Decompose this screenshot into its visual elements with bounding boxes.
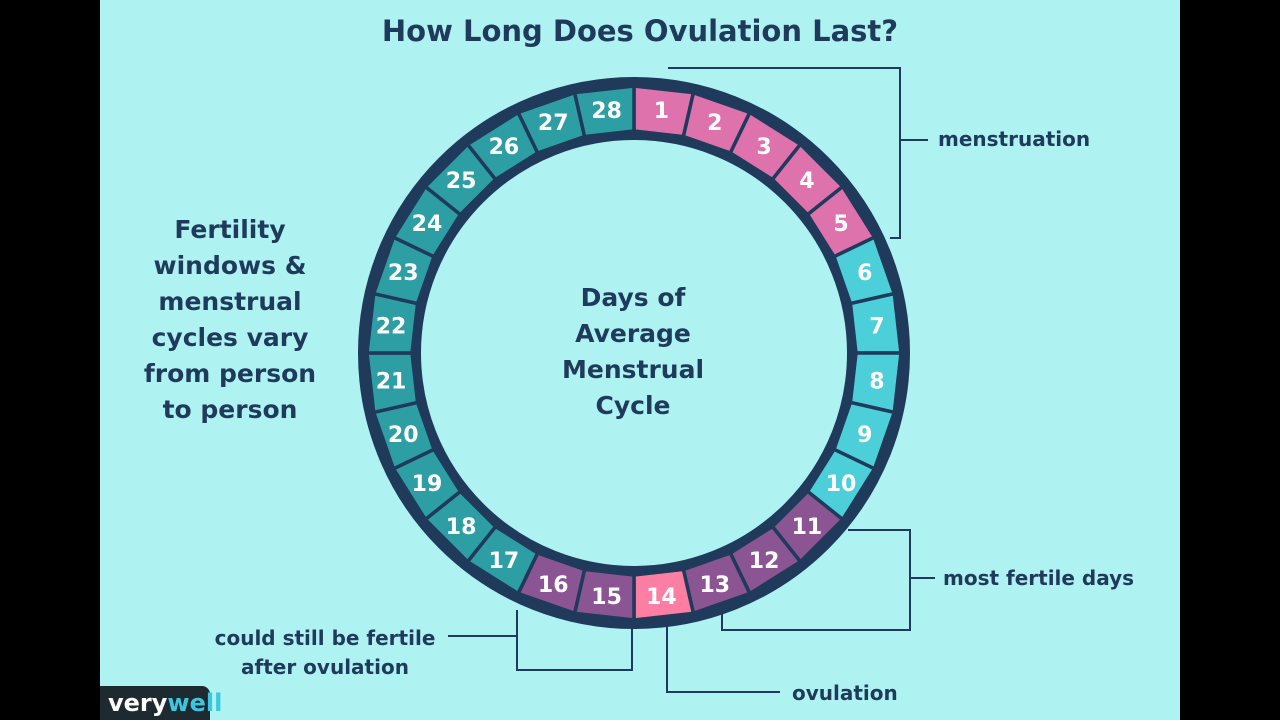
day-label-23: 23: [388, 261, 419, 286]
day-label-1: 1: [654, 99, 669, 124]
day-label-22: 22: [376, 315, 407, 340]
after-ovulation-label: could still be fertile after ovulation: [214, 626, 436, 679]
ovulation-connector: [666, 618, 780, 693]
day-label-12: 12: [749, 549, 780, 574]
day-label-18: 18: [446, 515, 477, 540]
day-label-25: 25: [446, 169, 477, 194]
day-label-3: 3: [756, 135, 771, 160]
ovulation-label: ovulation: [792, 681, 898, 705]
ring-center-label: Days of Average Menstrual Cycle: [561, 283, 705, 420]
after-ovulation-bracket: [448, 610, 633, 671]
day-label-20: 20: [388, 423, 419, 448]
logo-part1: very: [108, 689, 168, 717]
most-fertile-bracket: [721, 529, 935, 631]
day-label-21: 21: [376, 369, 407, 394]
day-label-9: 9: [857, 423, 872, 448]
day-label-15: 15: [591, 585, 622, 610]
day-label-6: 6: [857, 261, 872, 286]
day-label-4: 4: [799, 169, 814, 194]
fertility-note: Fertility windows & menstrual cycles var…: [143, 215, 317, 424]
day-label-27: 27: [538, 111, 569, 136]
menstruation-bracket: [668, 67, 928, 239]
most-fertile-label: most fertile days: [943, 566, 1135, 590]
day-label-8: 8: [869, 369, 884, 394]
day-label-5: 5: [833, 212, 848, 237]
menstruation-label: menstruation: [938, 127, 1091, 151]
day-segment-28: [572, 84, 636, 139]
day-label-11: 11: [792, 515, 823, 540]
page-title: How Long Does Ovulation Last?: [381, 14, 899, 48]
day-label-7: 7: [869, 315, 884, 340]
day-label-19: 19: [412, 472, 443, 497]
verywell-logo: verywell: [100, 686, 222, 720]
logo-part2: well: [167, 689, 223, 717]
day-label-16: 16: [538, 573, 569, 598]
day-label-28: 28: [591, 99, 622, 124]
day-label-17: 17: [489, 549, 520, 574]
day-label-14: 14: [646, 585, 677, 610]
day-label-10: 10: [826, 472, 857, 497]
day-label-13: 13: [699, 573, 730, 598]
day-label-2: 2: [707, 111, 722, 136]
day-label-24: 24: [412, 212, 443, 237]
day-label-26: 26: [489, 135, 520, 160]
